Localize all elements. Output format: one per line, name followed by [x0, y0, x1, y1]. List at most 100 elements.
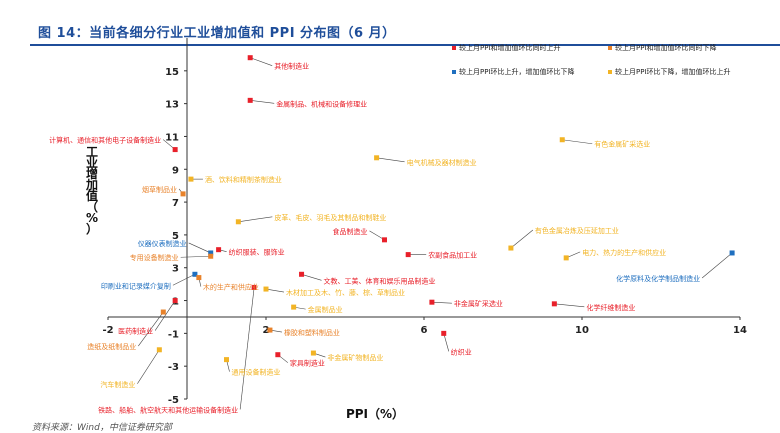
- label-leader-lines: [137, 57, 733, 410]
- data-point: [251, 284, 257, 290]
- leader-line: [137, 349, 160, 384]
- legend: 较上月PPI和增加值环比同时上升 较上月PPI和增加值环比同时下降较上月PPI环比…: [452, 43, 731, 76]
- data-point: [160, 309, 166, 315]
- data-point: [374, 155, 380, 161]
- y-tick-label: 13: [165, 100, 179, 111]
- data-point: [235, 219, 241, 225]
- leader-line: [188, 242, 211, 254]
- leader-line: [250, 100, 275, 104]
- data-point: [247, 55, 253, 61]
- point-label: 家具制造业: [290, 359, 325, 368]
- point-label: 化学纤维制造业: [586, 303, 635, 312]
- leader-line: [301, 274, 322, 281]
- y-axis-title: 工业增加值（%）: [85, 145, 98, 236]
- data-point: [299, 271, 305, 277]
- leader-line: [701, 252, 733, 279]
- point-label: 化学原料及化学制品制造业: [616, 274, 700, 283]
- y-axis-title-char: 工: [86, 145, 98, 159]
- y-tick-label: -3: [168, 362, 179, 373]
- data-point: [216, 247, 222, 253]
- legend-label: 较上月PPI和增加值环比同时上升: [459, 43, 561, 52]
- y-axis-title-char: %: [86, 211, 98, 225]
- point-label: 非金属矿物制品业: [327, 353, 383, 362]
- x-tick-label: 14: [733, 325, 747, 336]
- point-label: 纺织业: [451, 347, 472, 356]
- legend-swatch: [608, 70, 612, 74]
- leader-line: [510, 229, 534, 249]
- data-point: [729, 250, 735, 256]
- x-axis-title: PPI（%）: [346, 406, 404, 421]
- y-tick-label: 3: [172, 264, 179, 275]
- leader-line: [554, 303, 585, 308]
- y-axis-title-char: （: [86, 199, 98, 214]
- point-label: 有色金属冶炼及压延加工业: [535, 226, 619, 235]
- leader-line: [265, 288, 285, 293]
- data-point: [208, 250, 214, 256]
- point-label: 通用设备制造业: [232, 368, 281, 377]
- data-points: [156, 55, 735, 363]
- data-point: [291, 304, 297, 310]
- legend-label: 较上月PPI和增加值环比同时下降: [615, 43, 717, 52]
- legend-swatch: [452, 70, 456, 74]
- x-tick-label: 10: [575, 325, 589, 336]
- data-point: [208, 253, 214, 259]
- point-label: 食品制造业: [333, 227, 368, 236]
- legend-swatch: [452, 46, 456, 50]
- leader-line: [238, 216, 273, 223]
- leader-line: [180, 255, 211, 258]
- point-label: 皮革、毛皮、羽毛及其制品和制鞋业: [274, 213, 386, 222]
- leader-line: [562, 139, 593, 145]
- y-tick-label: 11: [165, 132, 179, 143]
- point-label: 橡胶和塑料制品业: [284, 328, 340, 337]
- y-axis-title-char: 加: [85, 177, 98, 192]
- point-label: 酒、饮料和精制茶制造业: [205, 175, 282, 184]
- legend-label: 较上月PPI环比上升，增加值环比下降: [459, 67, 575, 76]
- point-label: 铁路、船舶、航空航天和其他运输设备制造业: [98, 405, 238, 414]
- data-point: [275, 352, 281, 358]
- y-axis-title-char: 业: [86, 155, 98, 170]
- point-label: 金属制品、机械和设备修理业: [276, 99, 367, 108]
- y-tick-label: -5: [168, 395, 179, 406]
- data-point: [172, 147, 178, 153]
- y-axis-title-char: 增: [86, 166, 98, 181]
- point-label: 汽车制造业: [100, 380, 135, 389]
- data-point: [267, 327, 273, 333]
- y-tick-label: 15: [165, 67, 179, 78]
- point-label: 印刷业和记录媒介复制: [101, 281, 171, 290]
- data-point: [196, 275, 202, 281]
- data-point: [263, 286, 269, 292]
- y-tick-label: 5: [172, 231, 179, 242]
- data-point: [405, 252, 411, 258]
- point-label: 电力、热力的生产和供应业: [582, 248, 666, 257]
- point-label: 有色金属矿采选业: [594, 140, 650, 149]
- data-point: [310, 350, 316, 356]
- data-point: [563, 255, 569, 261]
- data-point: [172, 298, 178, 304]
- point-label: 烟草制品业: [142, 185, 177, 194]
- data-point: [192, 271, 198, 277]
- y-axis-title-char: ）: [86, 221, 98, 236]
- source-note: 资料来源：Wind，中信证券研究部: [32, 423, 172, 433]
- data-point: [247, 97, 253, 103]
- data-point: [551, 301, 557, 307]
- data-point: [441, 330, 447, 336]
- y-tick-label: 9: [172, 165, 179, 176]
- data-point: [224, 357, 229, 363]
- y-tick-label: -1: [168, 329, 179, 340]
- point-label: 专用设备制造业: [130, 253, 179, 262]
- data-point: [508, 245, 514, 251]
- leader-line: [443, 333, 450, 352]
- x-tick-label: -2: [102, 325, 113, 336]
- point-label: 纺织服装、服饰业: [229, 248, 285, 257]
- point-label: 文教、工美、体育和娱乐用品制造业: [324, 276, 436, 285]
- data-point: [559, 137, 565, 143]
- leader-line: [172, 274, 196, 286]
- x-tick-label: 2: [263, 325, 270, 336]
- data-point: [156, 347, 162, 353]
- x-tick-label: 6: [421, 325, 428, 336]
- data-point: [429, 299, 435, 305]
- point-label: 医药制造业: [118, 327, 153, 336]
- point-label: 电气机械及器材制造业: [407, 158, 477, 167]
